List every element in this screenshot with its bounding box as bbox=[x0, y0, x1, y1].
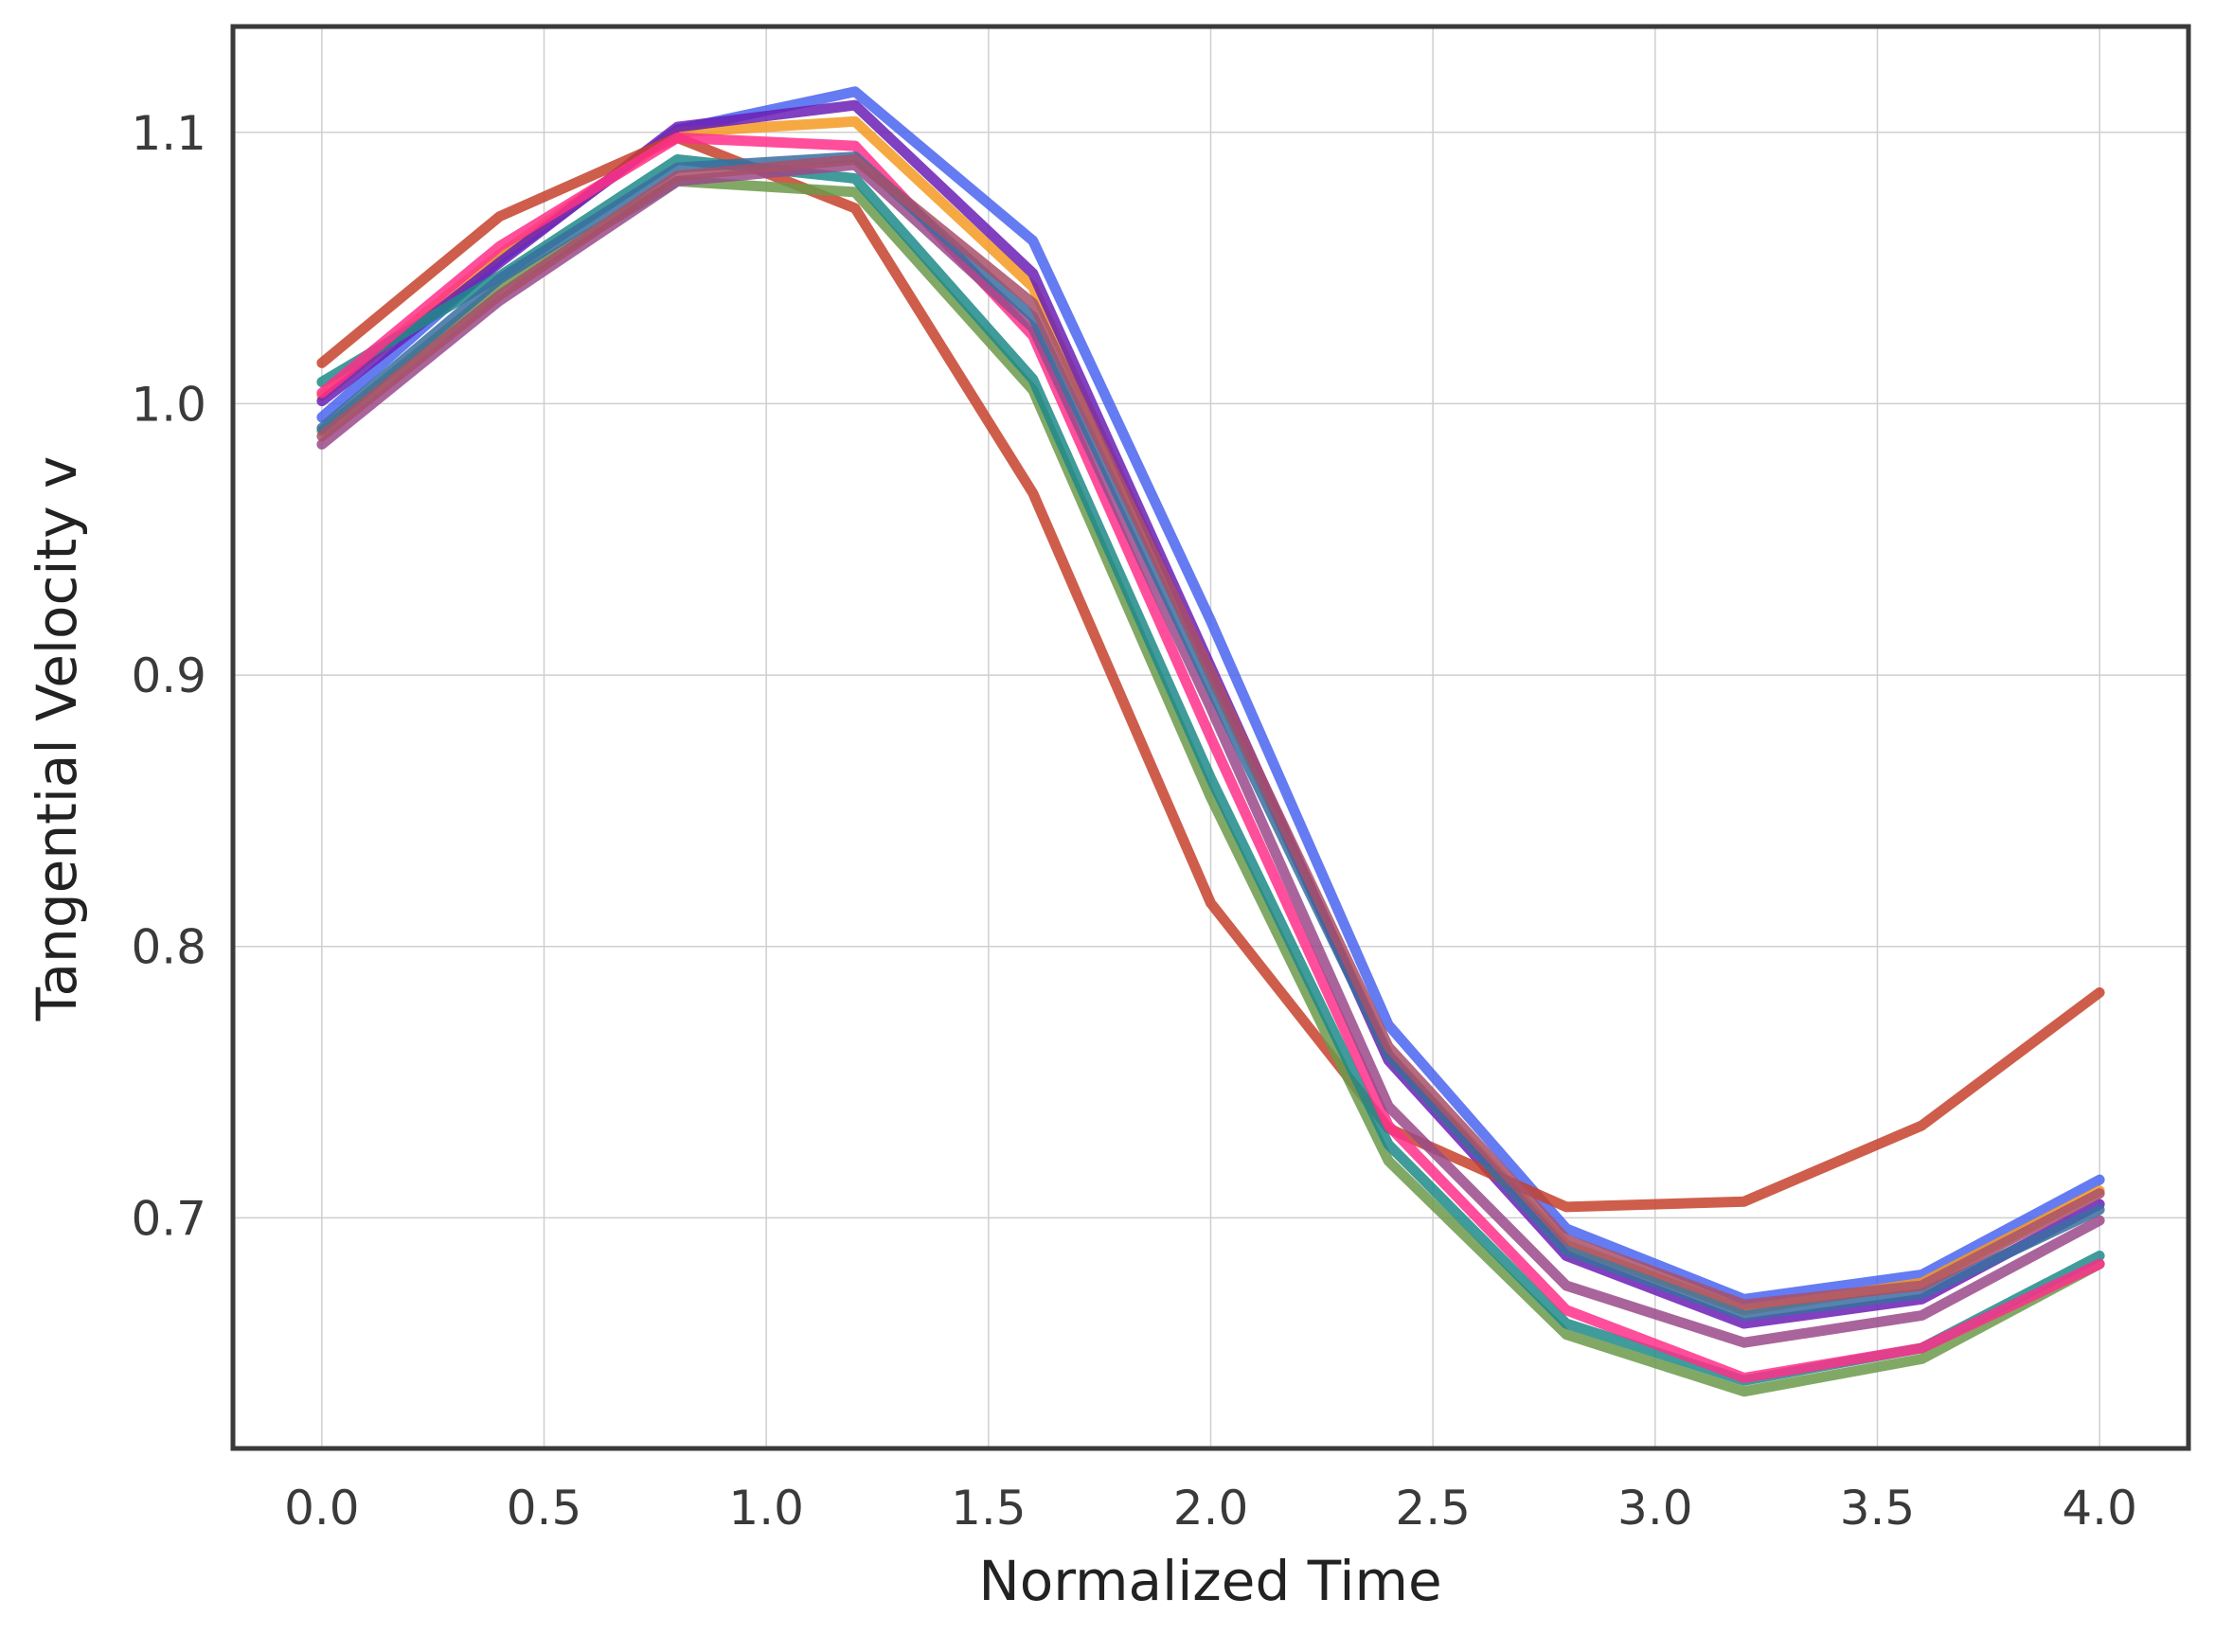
plot-frame bbox=[230, 24, 2191, 1451]
y-tick-label: 0.8 bbox=[131, 920, 206, 975]
x-tick-label: 2.5 bbox=[1395, 1481, 1471, 1536]
y-tick-label: 0.9 bbox=[131, 648, 206, 703]
y-tick-labels: 0.7 0.8 0.9 1.0 1.1 bbox=[131, 106, 206, 1247]
series-lines bbox=[316, 86, 2105, 1397]
y-tick-label: 1.1 bbox=[131, 106, 206, 161]
x-tick-label: 3.5 bbox=[1840, 1481, 1916, 1536]
y-tick-label: 0.7 bbox=[131, 1191, 206, 1246]
y-axis-title: Tangential Velocity v bbox=[25, 456, 89, 1022]
x-tick-label: 2.0 bbox=[1173, 1481, 1249, 1536]
x-tick-label: 1.0 bbox=[728, 1481, 804, 1536]
x-tick-label: 0.0 bbox=[284, 1481, 360, 1536]
series-line-trajectory-9 bbox=[316, 151, 2105, 1321]
x-tick-labels: 0.0 0.5 1.0 1.5 2.0 2.5 3.0 3.5 4.0 bbox=[284, 1481, 2137, 1536]
series-line-trajectory-4 bbox=[316, 133, 2105, 1213]
x-tick-label: 1.5 bbox=[951, 1481, 1027, 1536]
x-tick-label: 3.0 bbox=[1617, 1481, 1693, 1536]
y-tick-label: 1.0 bbox=[131, 377, 206, 432]
x-tick-label: 4.0 bbox=[2062, 1481, 2137, 1536]
x-axis-title: Normalized Time bbox=[978, 1549, 1441, 1613]
series-line-trajectory-7 bbox=[316, 133, 2105, 1383]
series-line-trajectory-10 bbox=[316, 154, 2105, 1310]
x-tick-label: 0.5 bbox=[507, 1481, 582, 1536]
